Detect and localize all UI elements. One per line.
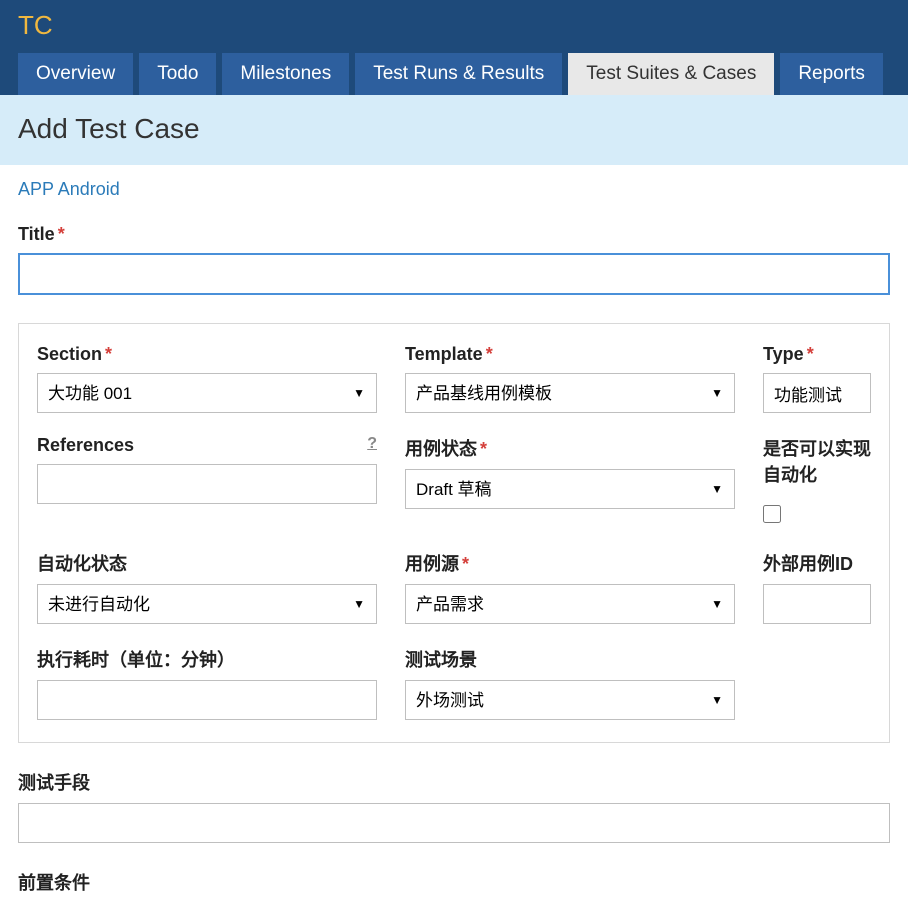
required-star: * [462, 554, 469, 574]
can-automate-label: 是否可以实现自动化 [763, 435, 871, 487]
template-label-text: Template [405, 344, 483, 364]
title-label: Title* [18, 224, 890, 245]
tab-reports[interactable]: Reports [780, 53, 883, 95]
nav-tabs: Overview Todo Milestones Test Runs & Res… [18, 53, 908, 95]
type-select[interactable] [763, 373, 871, 413]
required-star: * [480, 439, 487, 459]
external-id-input[interactable] [763, 584, 871, 624]
content-area: APP Android Title* Section* 大功能 001 Temp… [0, 165, 908, 895]
tab-todo[interactable]: Todo [139, 53, 216, 95]
case-source-select[interactable]: 产品需求 [405, 584, 735, 624]
external-id-label-text: 外部用例ID [763, 554, 853, 574]
case-status-label: 用例状态* [405, 435, 735, 461]
external-id-label: 外部用例ID [763, 550, 871, 576]
required-star: * [58, 224, 65, 244]
tab-milestones[interactable]: Milestones [222, 53, 349, 95]
test-method-input[interactable] [18, 803, 890, 843]
page-title: Add Test Case [18, 113, 890, 145]
template-label: Template* [405, 344, 735, 365]
case-status-select[interactable]: Draft 草稿 [405, 469, 735, 509]
case-source-label: 用例源* [405, 550, 735, 576]
section-label: Section* [37, 344, 377, 365]
test-scene-field: 测试场景 外场测试 [405, 646, 735, 720]
tab-test-suites-cases[interactable]: Test Suites & Cases [568, 53, 774, 95]
tab-overview[interactable]: Overview [18, 53, 133, 95]
type-label-text: Type [763, 344, 804, 364]
required-star: * [807, 344, 814, 364]
can-automate-checkbox[interactable] [763, 505, 781, 523]
test-method-label: 测试手段 [18, 769, 890, 795]
top-header: TC Overview Todo Milestones Test Runs & … [0, 0, 908, 95]
exec-time-field: 执行耗时（单位：分钟） [37, 646, 377, 720]
test-scene-label: 测试场景 [405, 646, 735, 672]
can-automate-field: 是否可以实现自动化 [763, 435, 871, 528]
can-automate-label-text: 是否可以实现自动化 [763, 439, 871, 485]
test-method-label-text: 测试手段 [18, 773, 90, 793]
type-label: Type* [763, 344, 871, 365]
exec-time-label: 执行耗时（单位：分钟） [37, 646, 377, 672]
title-field-group: Title* [18, 224, 890, 295]
tab-test-runs-results[interactable]: Test Runs & Results [355, 53, 562, 95]
exec-time-input[interactable] [37, 680, 377, 720]
references-label: References ? [37, 435, 377, 456]
auto-status-label-text: 自动化状态 [37, 554, 127, 574]
external-id-field: 外部用例ID [763, 550, 871, 624]
brand-logo: TC [18, 10, 890, 41]
breadcrumb[interactable]: APP Android [18, 179, 890, 200]
references-field: References ? [37, 435, 377, 528]
references-input[interactable] [37, 464, 377, 504]
required-star: * [486, 344, 493, 364]
title-input[interactable] [18, 253, 890, 295]
section-select[interactable]: 大功能 001 [37, 373, 377, 413]
type-field: Type* [763, 344, 871, 413]
auto-status-select[interactable]: 未进行自动化 [37, 584, 377, 624]
case-status-label-text: 用例状态 [405, 439, 477, 459]
case-status-field: 用例状态* Draft 草稿 [405, 435, 735, 528]
references-label-text: References [37, 435, 134, 455]
template-select[interactable]: 产品基线用例模板 [405, 373, 735, 413]
required-star: * [105, 344, 112, 364]
precondition-label-text: 前置条件 [18, 873, 90, 893]
section-field: Section* 大功能 001 [37, 344, 377, 413]
auto-status-field: 自动化状态 未进行自动化 [37, 550, 377, 624]
precondition-field: 前置条件 [18, 869, 890, 895]
test-scene-label-text: 测试场景 [405, 650, 477, 670]
case-source-field: 用例源* 产品需求 [405, 550, 735, 624]
template-field: Template* 产品基线用例模板 [405, 344, 735, 413]
references-help-icon[interactable]: ? [367, 435, 377, 453]
section-label-text: Section [37, 344, 102, 364]
exec-time-label-text: 执行耗时（单位：分钟） [37, 650, 235, 670]
properties-grid: Section* 大功能 001 Template* 产品基线用例模板 [18, 323, 890, 743]
precondition-label: 前置条件 [18, 869, 890, 895]
page-title-band: Add Test Case [0, 95, 908, 165]
test-method-field: 测试手段 [18, 769, 890, 843]
case-source-label-text: 用例源 [405, 554, 459, 574]
title-label-text: Title [18, 224, 55, 244]
auto-status-label: 自动化状态 [37, 550, 377, 576]
test-scene-select[interactable]: 外场测试 [405, 680, 735, 720]
